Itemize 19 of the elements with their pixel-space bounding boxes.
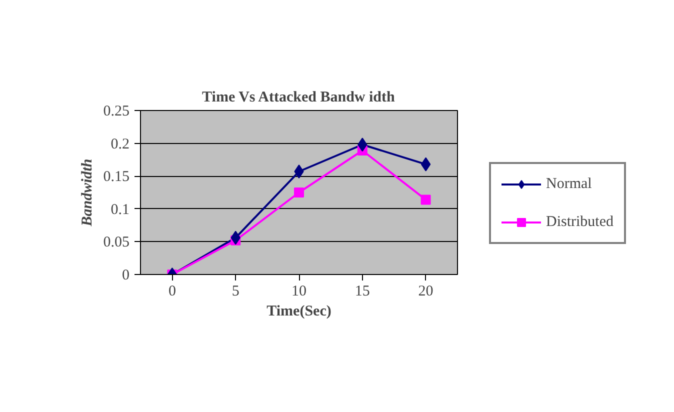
y-tick-label: 0.05 [103,234,130,251]
point [294,188,304,198]
chart-title: Time Vs Attacked Bandw idth [202,90,396,106]
legend-label: Normal [546,176,592,192]
point [420,157,431,172]
x-tick-label: 5 [232,284,240,300]
x-axis-title: Time(Sec) [266,304,332,320]
y-tick-label: 0.1 [110,202,130,218]
point [420,194,431,205]
x-tick-label: 10 [292,284,306,300]
legend-label: Distributed [546,214,614,230]
y-tick-label: 0.25 [103,104,130,120]
x-tick-label: 0 [168,284,176,300]
x-tick-label: 20 [418,284,434,300]
y-tick-label: 0.2 [110,136,130,152]
y-tick-label: 0.15 [103,169,130,186]
x-tick-label: 15 [354,284,370,300]
y-tick-label: 0 [122,268,130,284]
y-axis-title: Bandwidth [79,158,96,228]
